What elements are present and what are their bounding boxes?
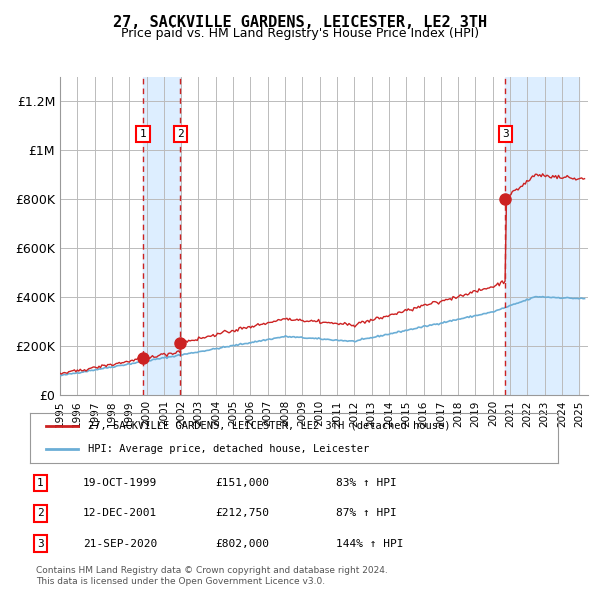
- Text: £151,000: £151,000: [215, 478, 269, 488]
- Text: Price paid vs. HM Land Registry's House Price Index (HPI): Price paid vs. HM Land Registry's House …: [121, 27, 479, 40]
- Text: 3: 3: [37, 539, 44, 549]
- Text: £212,750: £212,750: [215, 509, 269, 518]
- Text: HPI: Average price, detached house, Leicester: HPI: Average price, detached house, Leic…: [88, 444, 370, 454]
- Text: 3: 3: [502, 129, 509, 139]
- Bar: [505, 77, 580, 395]
- Text: 2: 2: [37, 509, 44, 518]
- Text: 1: 1: [140, 129, 146, 139]
- Text: 87% ↑ HPI: 87% ↑ HPI: [336, 509, 397, 518]
- Text: 144% ↑ HPI: 144% ↑ HPI: [336, 539, 404, 549]
- Text: 19-OCT-1999: 19-OCT-1999: [83, 478, 157, 488]
- Bar: [143, 77, 181, 395]
- Text: 83% ↑ HPI: 83% ↑ HPI: [336, 478, 397, 488]
- Text: £802,000: £802,000: [215, 539, 269, 549]
- Text: 27, SACKVILLE GARDENS, LEICESTER, LE2 3TH: 27, SACKVILLE GARDENS, LEICESTER, LE2 3T…: [113, 15, 487, 30]
- Text: 12-DEC-2001: 12-DEC-2001: [83, 509, 157, 518]
- Text: 1: 1: [37, 478, 44, 488]
- Text: Contains HM Land Registry data © Crown copyright and database right 2024.
This d: Contains HM Land Registry data © Crown c…: [36, 566, 388, 586]
- Text: 2: 2: [177, 129, 184, 139]
- Text: 21-SEP-2020: 21-SEP-2020: [83, 539, 157, 549]
- Text: 27, SACKVILLE GARDENS, LEICESTER, LE2 3TH (detached house): 27, SACKVILLE GARDENS, LEICESTER, LE2 3T…: [88, 421, 451, 431]
